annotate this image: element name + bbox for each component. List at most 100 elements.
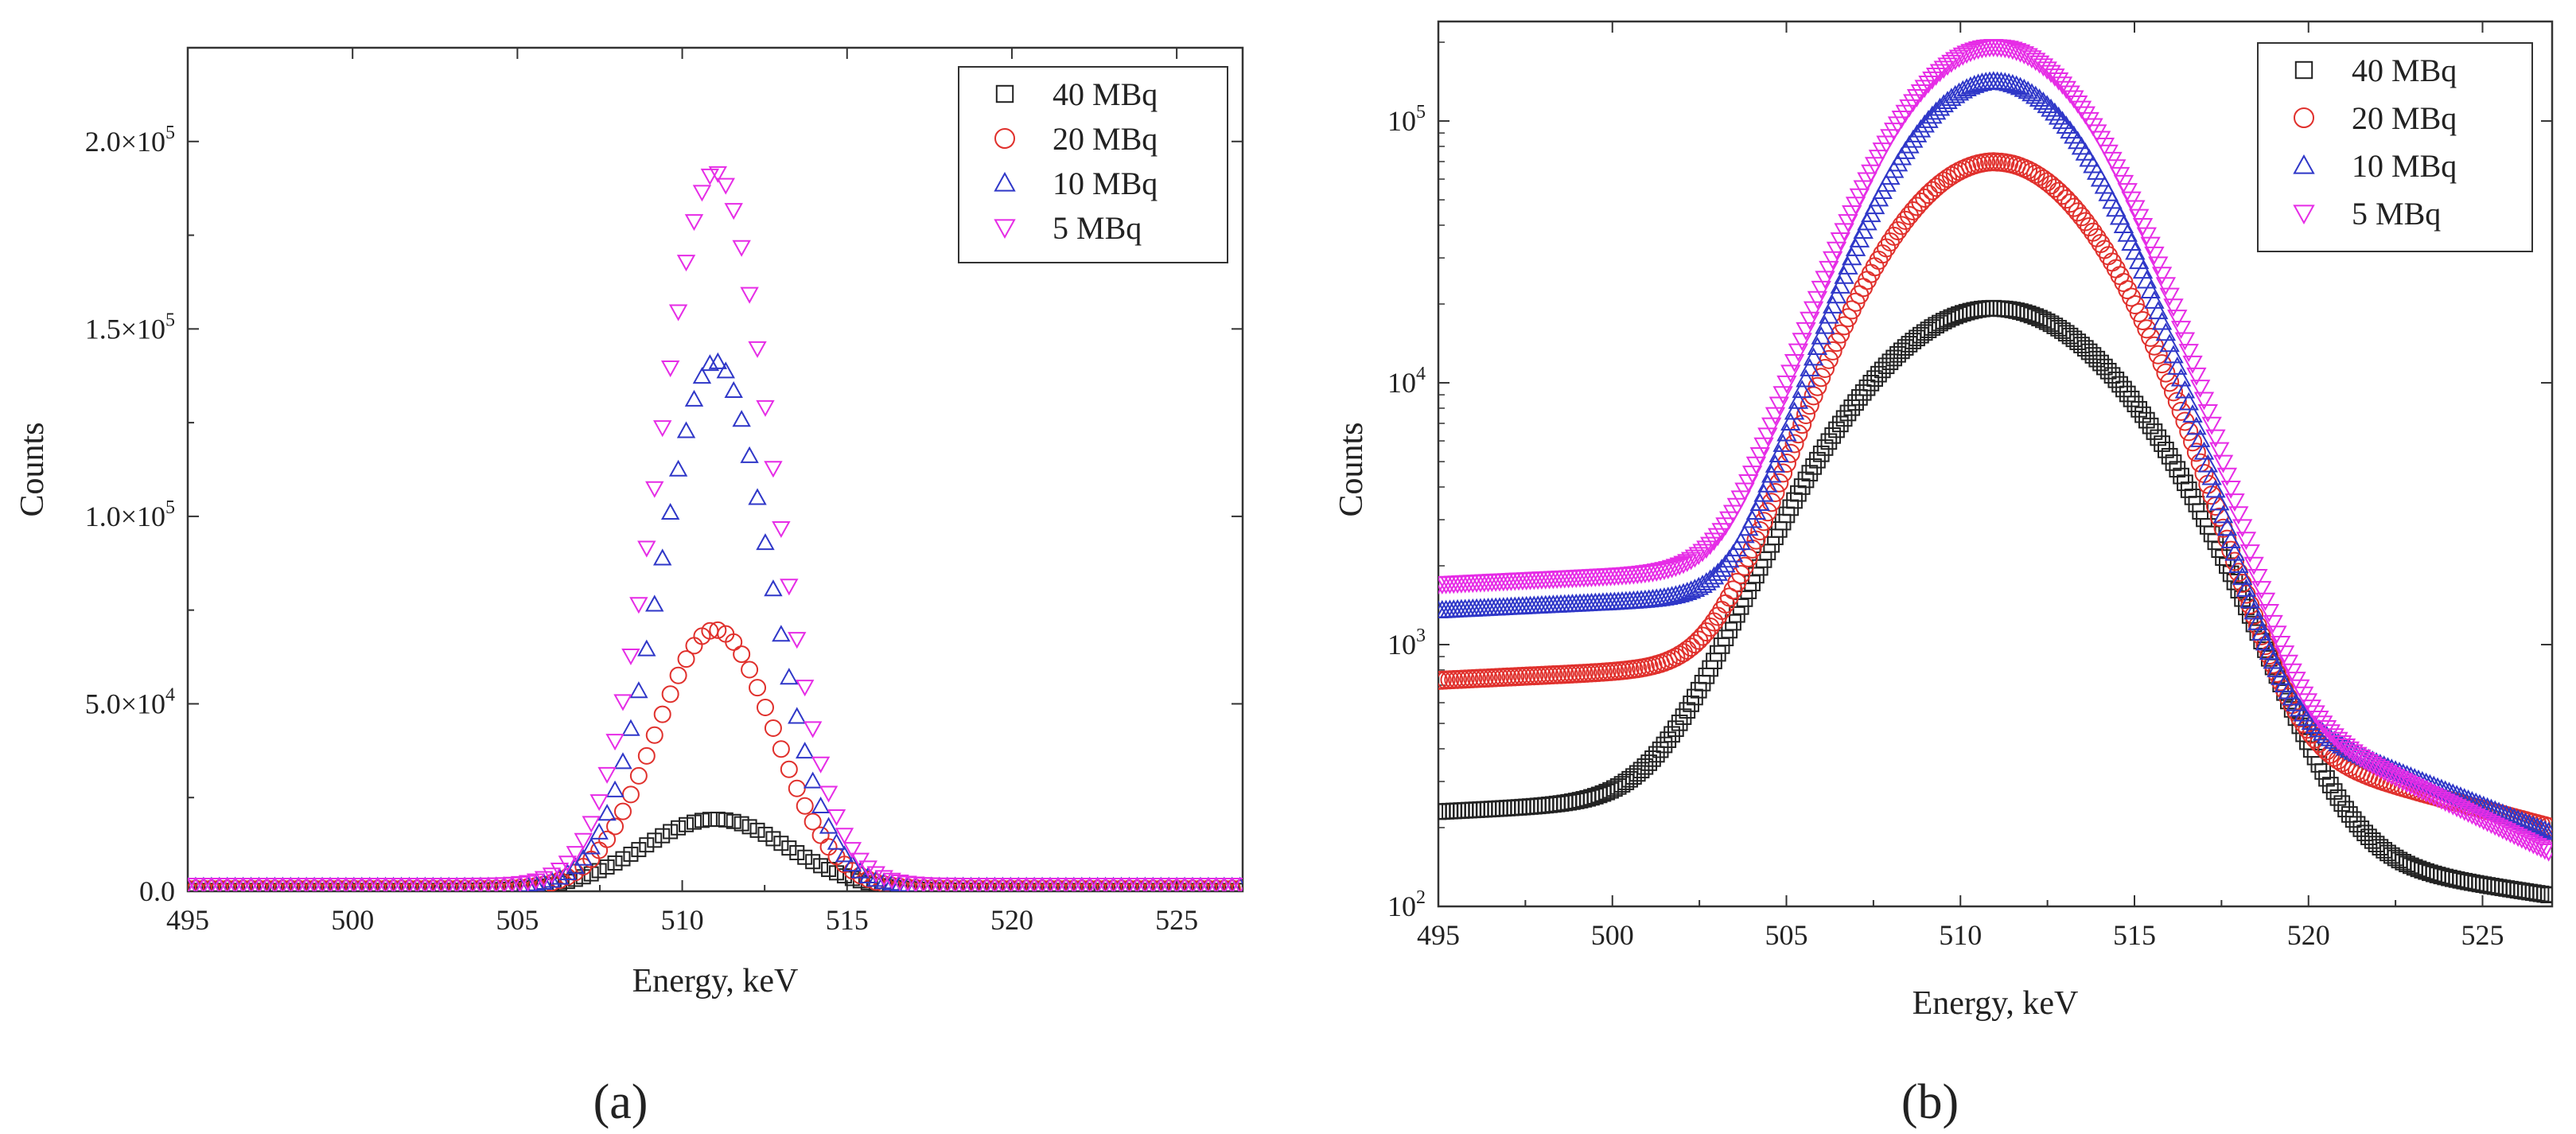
data-point	[2155, 277, 2177, 296]
y-tick-label-mantissa: 10	[1387, 105, 1416, 137]
data-point	[1830, 275, 1851, 294]
data-point	[2205, 479, 2226, 498]
data-point	[1688, 547, 1709, 566]
data-point	[797, 849, 813, 865]
data-point	[1780, 364, 1801, 384]
data-point	[661, 685, 679, 703]
data-point	[1788, 343, 1809, 362]
data-point	[708, 352, 728, 369]
data-point	[2535, 841, 2552, 860]
data-point	[1784, 353, 1805, 372]
x-tick-label: 495	[1417, 919, 1460, 951]
data-point	[1896, 210, 1916, 230]
data-point	[1699, 569, 1721, 588]
data-point	[639, 837, 655, 853]
data-point	[819, 816, 839, 834]
data-point	[676, 421, 696, 438]
data-point	[1792, 333, 1812, 352]
data-point	[1941, 54, 1962, 73]
data-point	[2155, 322, 2177, 341]
data-point	[2243, 556, 2264, 575]
data-point	[2205, 429, 2226, 448]
data-point	[2186, 442, 2206, 462]
data-point	[819, 838, 838, 856]
data-point	[2535, 820, 2552, 839]
data-point	[732, 410, 751, 427]
data-point	[2224, 493, 2245, 512]
x-tick-label: 505	[496, 904, 539, 936]
data-point	[1811, 325, 1831, 345]
data-point	[2189, 429, 2211, 447]
data-point	[2324, 728, 2344, 747]
data-point	[2224, 542, 2245, 561]
data-point	[2209, 442, 2230, 461]
data-point	[2239, 544, 2260, 563]
data-point	[1699, 536, 1721, 555]
data-point	[2271, 635, 2291, 654]
data-point	[1800, 358, 1820, 376]
data-point	[590, 822, 609, 840]
data-point	[842, 842, 862, 859]
data-point	[2048, 106, 2069, 125]
data-point	[772, 740, 790, 758]
data-point	[2201, 466, 2222, 485]
data-point	[844, 871, 860, 887]
data-point	[1803, 347, 1824, 366]
data-point	[1696, 540, 1717, 559]
data-point	[1919, 185, 1938, 205]
data-point	[669, 666, 687, 684]
y-tick-label-mantissa: 0.0	[139, 875, 175, 907]
data-point	[700, 354, 720, 372]
data-point	[660, 360, 680, 378]
data-point	[637, 540, 656, 558]
data-point	[710, 811, 726, 827]
data-point	[1807, 337, 1828, 355]
series-5-mbq	[188, 166, 1243, 891]
data-point	[2255, 592, 2276, 611]
data-point	[1910, 84, 1932, 103]
data-point	[1914, 80, 1935, 99]
data-point	[1884, 226, 1904, 246]
data-point	[2170, 321, 2192, 340]
data-point	[764, 461, 783, 478]
data-point	[1711, 559, 1732, 577]
data-point	[1842, 247, 1862, 266]
data-point	[613, 752, 632, 770]
y-tick-label-exponent: 4	[1416, 364, 1426, 384]
data-point	[1906, 89, 1928, 107]
data-point	[827, 809, 846, 827]
panel-a-plot-area	[188, 166, 1243, 891]
data-point	[1910, 119, 1932, 138]
data-point	[686, 814, 702, 830]
data-point	[543, 874, 561, 891]
data-point	[2212, 454, 2234, 473]
data-point	[2186, 416, 2207, 435]
data-point	[2133, 310, 2153, 330]
data-point	[2244, 606, 2264, 625]
panel-b-legend: 40 MBq 20 MBq 10 MBq 5 MBq	[2257, 42, 2533, 252]
legend-label: 40 MBq	[1053, 76, 1158, 112]
data-point	[859, 870, 877, 888]
data-point	[2221, 540, 2241, 560]
data-point	[1765, 454, 1786, 473]
data-point	[1827, 333, 1846, 353]
data-point	[2056, 115, 2076, 134]
data-point	[1757, 502, 1777, 522]
data-point	[780, 579, 799, 596]
y-tick-label-exponent: 2	[1416, 887, 1426, 908]
data-point	[645, 726, 663, 744]
x-tick-label: 520	[990, 904, 1033, 936]
data-point	[1773, 463, 1793, 483]
data-point	[655, 828, 671, 844]
data-point	[1796, 368, 1816, 388]
data-point	[2068, 202, 2088, 222]
data-point	[1769, 396, 1790, 415]
data-point	[1769, 444, 1790, 462]
legend-marker	[994, 128, 1015, 149]
data-point	[2201, 416, 2222, 435]
data-point	[668, 459, 688, 477]
panel-b-label: (b)	[1901, 1075, 1959, 1129]
data-point	[1792, 380, 1812, 399]
